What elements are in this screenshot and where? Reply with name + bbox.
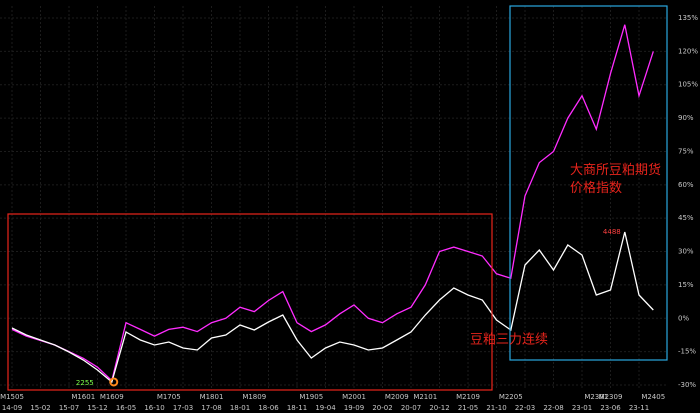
y-tick-label: 75%: [678, 147, 694, 155]
data-label: 4488: [603, 228, 621, 236]
x-tick-label: 20-02: [372, 404, 392, 412]
contract-label: M2109: [456, 393, 480, 401]
annotation: 豆粕三力连续: [470, 332, 548, 348]
x-tick-label: 18-01: [230, 404, 250, 412]
highlight-box: [7, 213, 493, 391]
x-tick-label: 23-11: [629, 404, 649, 412]
x-tick-label: 14-09: [2, 404, 22, 412]
x-tick-label: 18-06: [258, 404, 279, 412]
y-tick-label: 15%: [678, 281, 694, 289]
x-tick-label: 17-03: [173, 404, 193, 412]
annotation: 大商所豆粕期货价格指数: [570, 162, 661, 196]
x-tick-label: 22-03: [515, 404, 535, 412]
x-tick-label: 18-11: [287, 404, 307, 412]
marker: [109, 377, 119, 387]
contract-label: M2309: [599, 393, 623, 401]
contract-label: M2405: [641, 393, 665, 401]
grid: [0, 6, 667, 389]
contract-label: M1801: [200, 393, 224, 401]
data-label: 2255: [76, 379, 94, 387]
y-tick-label: -30%: [678, 381, 696, 389]
contract-label: M1601: [71, 393, 95, 401]
y-tick-label: 135%: [678, 14, 698, 22]
x-tick-label: 21-10: [486, 404, 506, 412]
contract-label: M1505: [0, 393, 24, 401]
contract-label: M1609: [100, 393, 124, 401]
series-line: [11, 231, 654, 384]
x-tick-label: 15-07: [59, 404, 79, 412]
y-tick-label: 105%: [678, 81, 698, 89]
y-tick-label: 120%: [678, 47, 698, 55]
x-tick-label: 19-04: [315, 404, 336, 412]
x-tick-label: 15-12: [87, 404, 107, 412]
y-tick-label: 90%: [678, 114, 694, 122]
x-tick-label: 23-06: [600, 404, 621, 412]
contract-label: M2001: [342, 393, 366, 401]
y-tick-label: 60%: [678, 181, 694, 189]
y-tick-label: 30%: [678, 248, 694, 256]
x-tick-label: 20-07: [401, 404, 421, 412]
x-tick-label: 21-05: [458, 404, 478, 412]
contract-label: M1705: [157, 393, 181, 401]
plot: [11, 24, 654, 384]
highlight-box: [509, 5, 668, 361]
contract-label: M2205: [499, 393, 523, 401]
x-tick-label: 23-01: [572, 404, 592, 412]
y-tick-label: 0%: [678, 314, 689, 322]
x-tick-label: 15-02: [30, 404, 50, 412]
contract-label: M1809: [242, 393, 266, 401]
x-tick-label: 19-09: [344, 404, 364, 412]
contract-label: M2101: [413, 393, 437, 401]
x-tick-label: 20-12: [429, 404, 449, 412]
x-tick-label: 17-08: [201, 404, 221, 412]
contract-label: M2009: [385, 393, 409, 401]
x-tick-label: 16-10: [144, 404, 164, 412]
x-tick-label: 16-05: [116, 404, 136, 412]
contract-label: M2301: [584, 393, 608, 401]
contract-label: M1905: [299, 393, 323, 401]
y-tick-label: 45%: [678, 214, 694, 222]
x-tick-label: 22-08: [543, 404, 563, 412]
y-tick-label: -15%: [678, 348, 696, 356]
series-line: [11, 24, 654, 382]
